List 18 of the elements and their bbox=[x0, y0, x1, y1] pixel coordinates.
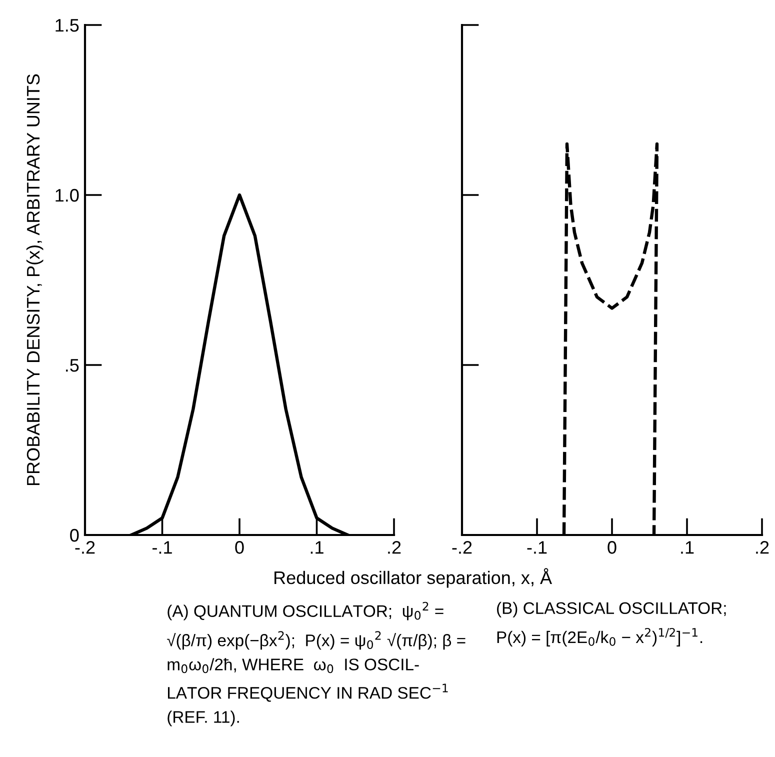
x-tick-label: -.2 bbox=[75, 541, 95, 554]
x-tick-label: 0 bbox=[235, 541, 244, 554]
x-tick-label: 0 bbox=[608, 541, 616, 554]
x-tick-label: -.2 bbox=[452, 541, 472, 554]
x-tick-label: .2 bbox=[756, 541, 769, 554]
x-tick-label: .1 bbox=[310, 541, 324, 554]
x-axis-title: Reduced oscillator separation, x, Å bbox=[274, 568, 552, 588]
y-tick-label: .5 bbox=[66, 359, 79, 372]
text: (B) CLASSICAL OSCILLATOR; P(x) = [π(2E$_{0}$/k$_{0}$ − x$^{2}$)$^{1/2}$]$^{−1}$. bbox=[497, 602, 726, 646]
x-tick-label: .1 bbox=[681, 541, 694, 554]
y-tick-label: 0 bbox=[70, 528, 79, 542]
x-tick-label: -.1 bbox=[527, 541, 547, 554]
y-tick-label: 1.0 bbox=[56, 188, 79, 202]
x-tick-label: -.1 bbox=[152, 541, 172, 554]
y-axis-title: PROBABILITY DENSITY, P(x), ARBITRARY UNITS bbox=[26, 74, 44, 486]
x-tick-label: .2 bbox=[388, 541, 401, 554]
y-tick-label: 1.5 bbox=[56, 19, 79, 32]
text: (A) QUANTUM OSCILLATOR; ψ$_{0}$$^{2}$ = √(β/π) exp(−βx$^{2}$); P(x) = ψ$_{0}$$^{2}$ √(π/β); β = m$_{0}$ω$_{0}$/2ħ, WHERE ω$_{0}$ IS OSCIL- LATOR FREQUENCY IN RAD SEC$^{−1}$ (REF. 11). bbox=[167, 602, 466, 726]
